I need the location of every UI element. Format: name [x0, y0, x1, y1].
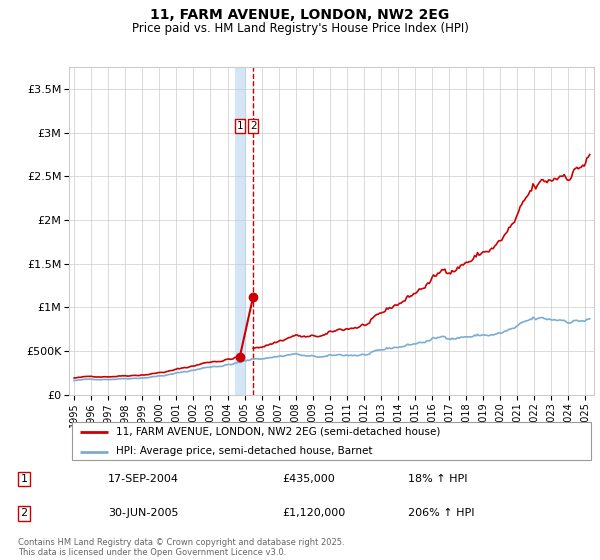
Text: 2: 2 [250, 121, 256, 131]
Text: HPI: Average price, semi-detached house, Barnet: HPI: Average price, semi-detached house,… [116, 446, 373, 456]
Text: 17-SEP-2004: 17-SEP-2004 [108, 474, 179, 484]
Text: £435,000: £435,000 [282, 474, 335, 484]
FancyBboxPatch shape [71, 422, 592, 460]
Text: 1: 1 [20, 474, 28, 484]
Text: 11, FARM AVENUE, LONDON, NW2 2EG (semi-detached house): 11, FARM AVENUE, LONDON, NW2 2EG (semi-d… [116, 427, 440, 437]
Text: 18% ↑ HPI: 18% ↑ HPI [408, 474, 467, 484]
Text: 1: 1 [236, 121, 243, 131]
Text: £1,120,000: £1,120,000 [282, 508, 345, 518]
Text: 2: 2 [20, 508, 28, 518]
Text: 30-JUN-2005: 30-JUN-2005 [108, 508, 179, 518]
Text: 206% ↑ HPI: 206% ↑ HPI [408, 508, 475, 518]
Text: Price paid vs. HM Land Registry's House Price Index (HPI): Price paid vs. HM Land Registry's House … [131, 22, 469, 35]
Text: Contains HM Land Registry data © Crown copyright and database right 2025.
This d: Contains HM Land Registry data © Crown c… [18, 538, 344, 557]
Text: 11, FARM AVENUE, LONDON, NW2 2EG: 11, FARM AVENUE, LONDON, NW2 2EG [151, 8, 449, 22]
